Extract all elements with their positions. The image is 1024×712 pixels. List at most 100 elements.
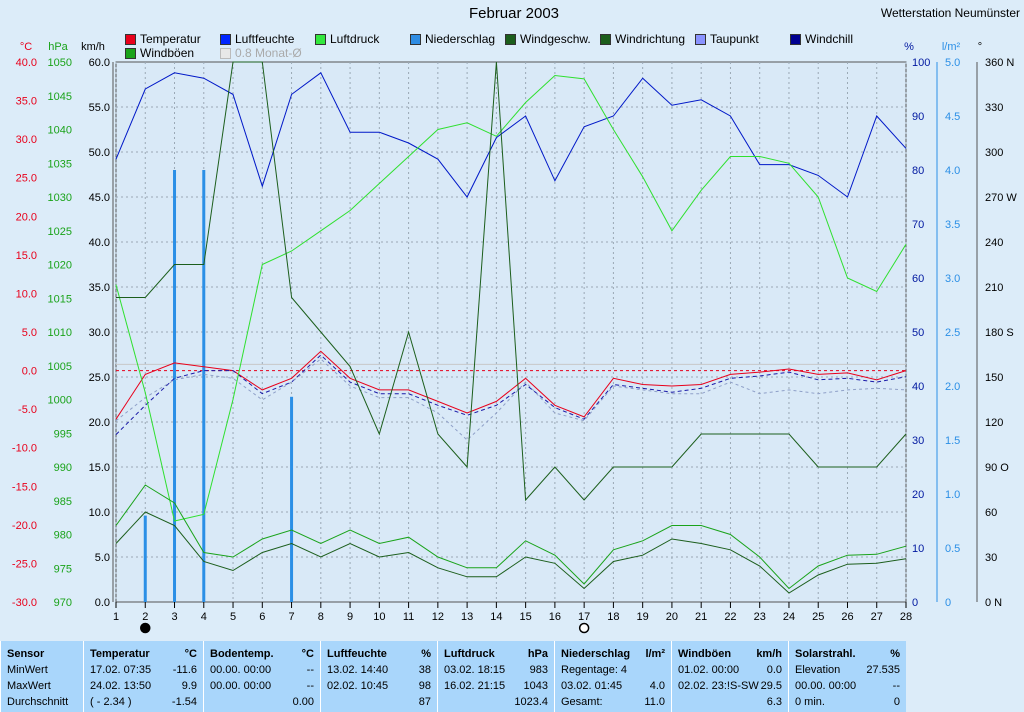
stats-cell-value: 38 [418, 664, 431, 676]
stats-cell-label: 16.02. 21:15 [444, 680, 506, 692]
legend-label: Niederschlag [425, 32, 496, 46]
rain-tick-label: 4.5 [945, 111, 960, 123]
wind-tick-label: 25.0 [89, 372, 110, 384]
stats-cell-label: 24.02. 13:50 [90, 680, 152, 692]
stats-cell-label: 0 min. [795, 696, 825, 708]
direction-tick-label: 180 S [985, 327, 1014, 339]
x-tick-label: 21 [695, 611, 707, 623]
stats-row: 16.02. 21:15 1043 [444, 680, 548, 695]
temp-tick-label: 30.0 [16, 134, 37, 146]
wind-tick-label: 0.0 [95, 597, 110, 609]
stats-cell-label: Durchschnitt [7, 696, 69, 708]
temp-tick-label: -20.0 [12, 520, 37, 532]
stats-cell-label: Windböen [678, 648, 732, 660]
legend-item: Windrichtung [600, 32, 685, 46]
pressure-tick-label: 1045 [48, 91, 72, 103]
stats-row: 00.00. 00:00 -- [210, 680, 314, 695]
pressure-tick-label: 1020 [48, 260, 72, 272]
temp-tick-label: -5.0 [18, 404, 37, 416]
stats-row: 13.02. 14:40 38 [327, 664, 431, 679]
temp-tick-label: 25.0 [16, 173, 37, 185]
humidity-tick-label: 80 [912, 165, 924, 177]
precipitation-bar [143, 515, 147, 602]
direction-unit-label: ° [978, 41, 982, 53]
stats-cell-value: -1.54 [171, 696, 197, 708]
rain-tick-label: 1.5 [945, 435, 960, 447]
direction-tick-label: 60 [985, 507, 997, 519]
stats-cell-value: 29.5 [760, 680, 782, 692]
rain-tick-label: 5.0 [945, 57, 960, 69]
legend-swatch [410, 33, 421, 45]
new-moon-icon [140, 622, 151, 634]
legend-item: Niederschlag [410, 32, 495, 46]
x-tick-label: 24 [783, 611, 795, 623]
legend-swatch [220, 33, 231, 45]
stats-cell-label: Regentage: 4 [561, 664, 628, 676]
wind-tick-label: 30.0 [89, 327, 110, 339]
stats-cell-label: Luftdruck [444, 648, 495, 660]
station-name: Wetterstation Neumünster [880, 6, 1020, 20]
stats-panel: Windböen km/h 01.02. 00:00 0.0 02.02. 23:!S-… [671, 641, 788, 712]
humidity-tick-label: 0 [912, 597, 918, 609]
legend-swatch [220, 47, 231, 59]
legend-label: 0.8 Monat-Ø [235, 46, 302, 60]
pressure-tick-label: 1040 [48, 125, 72, 137]
direction-tick-label: 270 W [985, 192, 1017, 204]
stats-header: Niederschlag l/m² [561, 648, 665, 663]
stats-cell-value: 1023.4 [514, 696, 548, 708]
stats-row: 0.00 [210, 696, 314, 711]
stats-cell-label: Niederschlag [561, 648, 631, 660]
humidity-tick-label: 20 [912, 489, 924, 501]
stats-panel: Temperatur °C 17.02. 07:35 -11.6 24.02. 13:5… [83, 641, 203, 712]
stats-panel: Sensor MinWert MaxWert Durchschnitt [0, 641, 83, 712]
x-tick-label: 6 [259, 611, 265, 623]
wind-tick-label: 5.0 [95, 552, 110, 564]
x-tick-label: 7 [288, 611, 294, 623]
stats-header: Solarstrahl.% [795, 648, 900, 663]
x-tick-label: 13 [461, 611, 473, 623]
x-tick-label: 12 [432, 611, 444, 623]
temp-unit-label: °C [20, 41, 32, 53]
pressure-tick-label: 1000 [48, 395, 72, 407]
legend-item: Windböen [125, 46, 194, 60]
wind-tick-label: 50.0 [89, 147, 110, 159]
stats-cell-value: 6.3 [766, 696, 782, 708]
stats-panel: Bodentemp. °C 00.00. 00:00 -- 00.00. 00:00 --… [203, 641, 320, 712]
pressure-tick-label: 1035 [48, 158, 72, 170]
stats-cell-label: 13.02. 14:40 [327, 664, 389, 676]
stats-cell-label: 03.02. 18:15 [444, 664, 506, 676]
direction-tick-label: 330 [985, 102, 1003, 114]
x-tick-label: 28 [900, 611, 912, 623]
stats-row: Regentage: 4 [561, 664, 665, 679]
humidity-tick-label: 50 [912, 327, 924, 339]
temp-tick-label: 15.0 [16, 250, 37, 262]
legend-swatch [600, 33, 611, 45]
wind-tick-label: 60.0 [89, 57, 110, 69]
stats-cell-value: -- [306, 664, 314, 676]
legend-swatch [315, 33, 326, 45]
x-tick-label: 25 [812, 611, 824, 623]
series-line-luftfeuchte [115, 72, 907, 198]
precipitation-bar [173, 170, 177, 602]
stats-cell-value: 87 [418, 696, 431, 708]
stats-cell-label: 03.02. 01:45 [561, 680, 623, 692]
stats-cell-value: -- [306, 680, 314, 692]
stats-row: 6.3 [678, 696, 782, 711]
stats-cell-label: Luftfeuchte [327, 648, 387, 660]
stats-row: 03.02. 18:15 983 [444, 664, 548, 679]
rain-tick-label: 1.0 [945, 489, 960, 501]
wind-tick-label: 10.0 [89, 507, 110, 519]
legend-label: Temperatur [140, 32, 201, 46]
stats-cell-label: 00.00. 00:00 [795, 680, 857, 692]
pressure-tick-label: 980 [54, 530, 72, 542]
wind-tick-label: 40.0 [89, 237, 110, 249]
stats-cell-label: Gesamt: [561, 696, 603, 708]
humidity-tick-label: 10 [912, 543, 924, 555]
pressure-tick-label: 995 [54, 428, 72, 440]
stats-cell-label: MaxWert [7, 680, 51, 692]
stats-row: Elevation 27.535 [795, 664, 900, 679]
temp-tick-label: -30.0 [12, 597, 37, 609]
x-tick-label: 3 [171, 611, 177, 623]
pressure-tick-label: 985 [54, 496, 72, 508]
stats-cell-label: ( - 2.34 ) [90, 696, 132, 708]
